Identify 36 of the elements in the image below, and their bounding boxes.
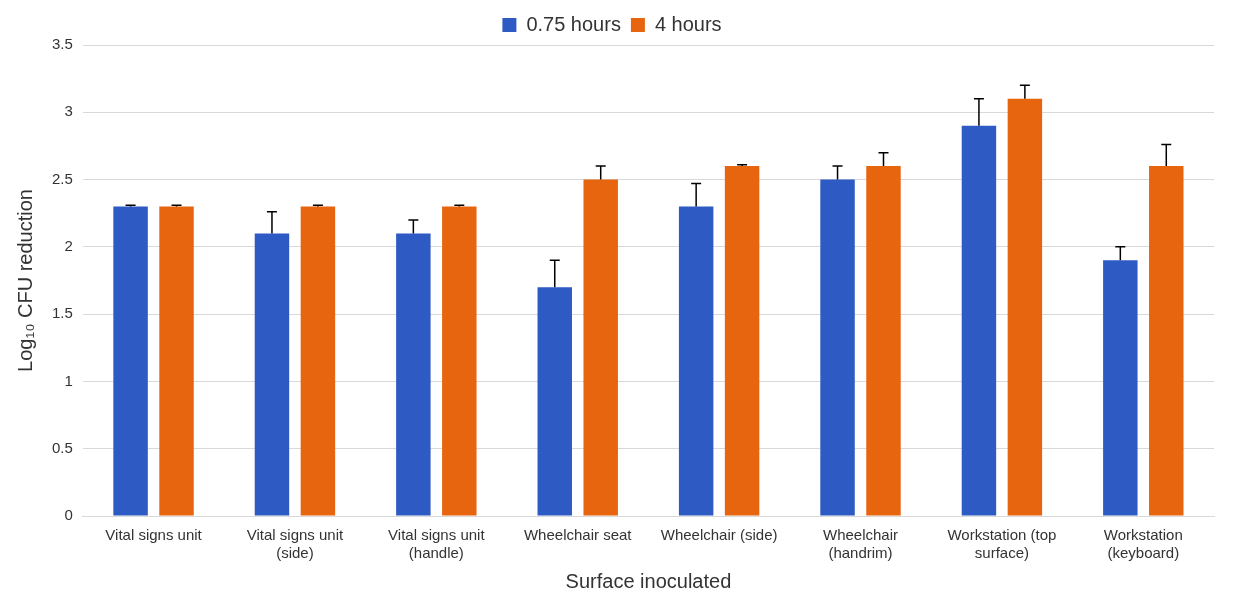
y-tick-label: 1 bbox=[64, 371, 73, 389]
x-tick-label: Vital signs unit bbox=[105, 526, 203, 544]
bar bbox=[300, 206, 336, 516]
bar bbox=[961, 125, 997, 516]
bar bbox=[254, 233, 290, 516]
y-tick-label: 2.5 bbox=[51, 169, 73, 187]
bar bbox=[442, 206, 477, 516]
bar bbox=[583, 179, 618, 516]
y-tick-label: 3.5 bbox=[51, 35, 73, 53]
legend-label: 4 hours bbox=[654, 12, 722, 35]
y-tick-label: 2 bbox=[64, 237, 73, 254]
bar bbox=[866, 166, 901, 516]
y-axis-title: Log₁₀ CFU reduction bbox=[13, 189, 36, 372]
bar bbox=[113, 206, 148, 516]
y-tick-label: 3 bbox=[64, 102, 73, 120]
legend-label: 0.75 hours bbox=[526, 12, 621, 35]
bar bbox=[678, 206, 714, 516]
bar bbox=[724, 166, 760, 516]
bar bbox=[1149, 166, 1184, 516]
x-tick-label: Workstation (keyboard) bbox=[1103, 526, 1183, 562]
x-axis-title: Surface inoculated bbox=[565, 569, 732, 592]
x-tick-label: Wheelchair (side) bbox=[660, 526, 778, 544]
x-tick-label: Vital signs unit (side) bbox=[246, 526, 344, 562]
y-tick-label: 1.5 bbox=[51, 304, 73, 322]
y-tick-label: 0 bbox=[64, 506, 73, 524]
x-tick-label: Workstation (top surface) bbox=[947, 526, 1057, 562]
x-tick-label: Vital signs unit (handle) bbox=[388, 526, 486, 562]
bar bbox=[820, 179, 855, 516]
y-tick-label: 0.5 bbox=[51, 438, 73, 456]
bar bbox=[396, 233, 431, 516]
bar bbox=[537, 287, 572, 516]
bar bbox=[1007, 98, 1043, 516]
x-tick-label: Wheelchair seat bbox=[523, 526, 633, 544]
bar bbox=[159, 206, 194, 516]
x-tick-label: Wheelchair (handrim) bbox=[823, 526, 899, 562]
bar bbox=[1103, 260, 1138, 516]
